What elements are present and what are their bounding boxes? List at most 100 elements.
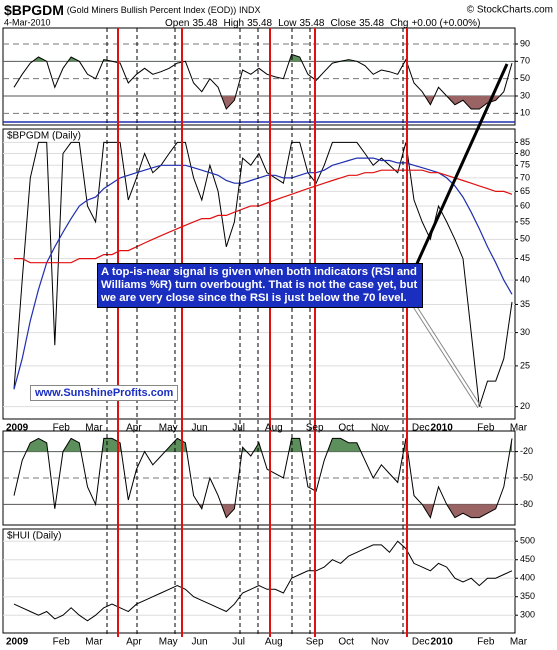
- series-line: [13, 157, 513, 390]
- y-tick-label: 25: [520, 360, 530, 370]
- x-tick-label: Feb: [477, 423, 495, 434]
- oversold-fill: [14, 504, 512, 518]
- marker-lines: [106, 28, 408, 637]
- y-tick-label: 40: [520, 274, 530, 284]
- x-tick-label: Aug: [265, 423, 283, 434]
- series-line: [13, 53, 513, 110]
- y-tick-label: -20: [520, 446, 533, 456]
- quote: Open 35.48 High 35.48 Low 35.48 Close 35.48 Chg +…: [165, 18, 480, 29]
- x-tick-label: 2009: [6, 423, 29, 434]
- y-tick-label: 30: [520, 90, 530, 100]
- header: $BPGDM (Gold Miners Bullish Percent Inde…: [4, 2, 261, 18]
- panel: -20 -50 -80: [2, 430, 533, 526]
- quote-value: 35.48: [299, 18, 324, 29]
- x-tick-label: Mar: [510, 637, 528, 648]
- quote-label: Open: [165, 18, 189, 29]
- y-tick-label: 75: [520, 160, 530, 170]
- y-tick-label: 300: [520, 610, 535, 620]
- quote-label: Chg: [390, 18, 408, 29]
- annotation-line: Williams %R) turn overbought. That is no…: [101, 279, 418, 291]
- y-tick-label: 450: [520, 554, 535, 564]
- y-tick-label: 60: [520, 200, 530, 210]
- x-tick-label: Mar: [510, 423, 528, 434]
- exchange: INDX: [239, 5, 261, 15]
- series-line: [14, 169, 513, 264]
- x-tick-label: Dec: [412, 637, 430, 648]
- quote-label: High: [224, 18, 245, 29]
- arrow-line: [409, 301, 479, 409]
- x-tick-label: Apr: [126, 637, 142, 648]
- x-tick-label: Apr: [126, 423, 142, 434]
- y-tick-label: -80: [520, 499, 533, 509]
- arrow-line: [413, 301, 483, 409]
- y-tick-label: 50: [520, 234, 530, 244]
- y-tick-label: 10: [520, 108, 530, 118]
- x-tick-label: May: [159, 423, 178, 434]
- x-tick-label: Jun: [191, 423, 207, 434]
- quote-value: 35.48: [192, 18, 217, 29]
- x-tick-label: Feb: [53, 637, 71, 648]
- annotation: A top-is-near signal is given when both …: [97, 263, 423, 308]
- watermark: www.SunshineProfits.com: [30, 385, 179, 401]
- y-tick-label: 400: [520, 573, 535, 583]
- x-tick-label: 2010: [431, 423, 454, 434]
- y-tick-label: 55: [520, 216, 530, 226]
- source: © StockCharts.com: [467, 5, 553, 16]
- panel: 90 70 50 30 10: [2, 27, 530, 126]
- y-tick-label: 500: [520, 536, 535, 546]
- quote-label: Low: [278, 18, 297, 29]
- quote-value: +0.00 (+0.00%): [411, 18, 480, 29]
- panel-frame: [2, 27, 516, 126]
- x-tick-label: 2009: [6, 637, 29, 648]
- index-name: (Gold Miners Bullish Percent Index (EOD)…: [67, 5, 237, 15]
- y-tick-label: -50: [520, 472, 533, 482]
- annotation-line: we are very close since the RSI is just …: [101, 292, 407, 304]
- quote-label: Close: [331, 18, 357, 29]
- x-tick-label: Nov: [371, 637, 389, 648]
- panel-title: $HUI (Daily): [7, 531, 61, 542]
- x-tick-label: Mar: [85, 637, 103, 648]
- x-tick-label: Oct: [338, 637, 354, 648]
- overbought-fill: [26, 438, 512, 452]
- symbol: $BPGDM: [4, 2, 64, 18]
- y-tick-label: 35: [520, 299, 530, 309]
- y-tick-label: 90: [520, 38, 530, 48]
- y-tick-label: 20: [520, 401, 530, 411]
- x-tick-label: Mar: [85, 423, 103, 434]
- y-tick-label: 70: [520, 56, 530, 66]
- x-tick-label: Jul: [232, 637, 245, 648]
- x-tick-label: Sep: [306, 637, 324, 648]
- panel-title: $BPGDM (Daily): [7, 131, 81, 142]
- y-tick-label: 350: [520, 591, 535, 601]
- y-tick-label: 45: [520, 253, 530, 263]
- y-tick-label: 30: [520, 327, 530, 337]
- y-tick-label: 80: [520, 148, 530, 158]
- x-tick-label: 2010: [431, 637, 454, 648]
- x-tick-label: Feb: [53, 423, 71, 434]
- oversold-fill: [14, 96, 512, 109]
- series-line: [13, 437, 513, 519]
- y-tick-label: 85: [520, 137, 530, 147]
- panel: 500 450 400 350 300 $HUI (Daily): [2, 528, 535, 634]
- quote-value: 35.48: [247, 18, 272, 29]
- y-tick-label: 70: [520, 172, 530, 182]
- x-tick-label: Jun: [191, 637, 207, 648]
- arrow-line: [413, 63, 509, 269]
- y-tick-label: 50: [520, 73, 530, 83]
- series-line: [13, 540, 513, 622]
- x-tick-label: Aug: [265, 637, 283, 648]
- x-tick-label: Sep: [306, 423, 324, 434]
- x-tick-label: Dec: [412, 423, 430, 434]
- annotation-line: A top-is-near signal is given when both …: [101, 266, 417, 278]
- x-tick-label: Oct: [338, 423, 354, 434]
- x-tick-label: Nov: [371, 423, 389, 434]
- panel-frame: [2, 528, 516, 634]
- x-tick-label: May: [159, 637, 178, 648]
- x-tick-label: Feb: [477, 637, 495, 648]
- date: 4-Mar-2010: [4, 17, 51, 27]
- quote-value: 35.48: [359, 18, 384, 29]
- y-tick-label: 65: [520, 186, 530, 196]
